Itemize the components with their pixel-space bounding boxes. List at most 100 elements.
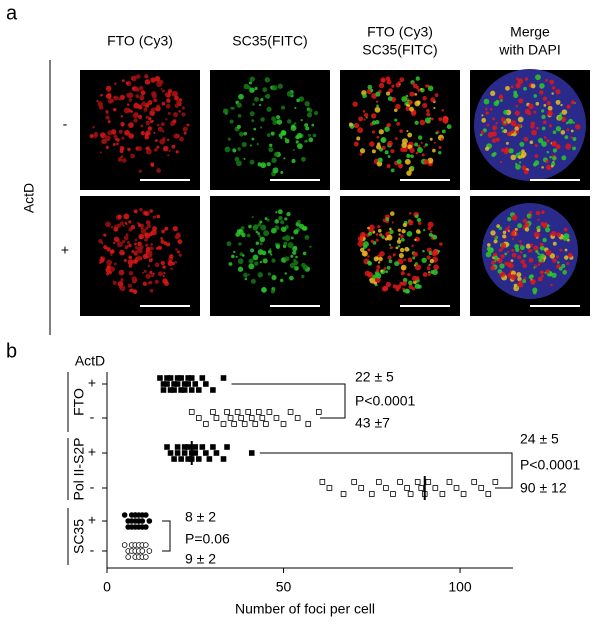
point <box>157 375 163 381</box>
focus <box>388 259 393 264</box>
focus <box>119 146 125 151</box>
focus <box>375 91 381 97</box>
focus <box>367 226 370 230</box>
focus <box>402 222 408 228</box>
focus <box>280 220 285 225</box>
focus <box>538 258 543 263</box>
focus <box>411 244 414 248</box>
focus <box>386 79 392 85</box>
focus <box>510 154 517 161</box>
focus <box>139 207 143 212</box>
focus <box>371 130 376 134</box>
focus <box>105 267 112 273</box>
focus <box>357 236 364 242</box>
focus <box>530 274 534 279</box>
focus <box>172 119 177 124</box>
focus <box>148 232 154 237</box>
focus <box>374 106 381 113</box>
focus <box>266 162 271 167</box>
focus <box>503 129 508 134</box>
focus <box>237 113 242 118</box>
x-tick-label: 50 <box>276 579 292 595</box>
focus <box>140 131 145 136</box>
focus <box>570 136 573 139</box>
focus <box>377 228 382 233</box>
focus <box>273 152 279 157</box>
focus <box>389 211 395 216</box>
focus <box>418 221 422 225</box>
focus <box>495 99 500 104</box>
focus <box>551 230 557 237</box>
focus <box>528 257 534 263</box>
focus <box>110 253 113 257</box>
focus <box>498 248 503 253</box>
focus <box>520 259 526 264</box>
point <box>199 444 206 450</box>
focus <box>533 266 536 269</box>
focus <box>529 243 533 247</box>
focus <box>390 149 395 154</box>
focus <box>441 129 446 134</box>
focus <box>411 287 416 291</box>
point <box>121 542 128 548</box>
focus <box>407 257 413 263</box>
focus <box>532 290 537 295</box>
point <box>203 381 209 387</box>
focus <box>313 111 319 116</box>
focus <box>541 114 546 120</box>
focus <box>361 250 368 257</box>
focus <box>438 145 442 150</box>
focus <box>154 279 159 284</box>
focus <box>101 138 107 145</box>
row-factor: ActD <box>21 183 37 213</box>
focus <box>555 99 561 105</box>
focus <box>300 156 306 162</box>
focus <box>417 135 423 140</box>
focus <box>398 163 403 169</box>
focus <box>266 133 271 137</box>
focus <box>414 142 419 147</box>
focus <box>411 81 415 85</box>
focus <box>501 130 505 133</box>
focus <box>160 237 164 240</box>
focus <box>425 84 429 88</box>
point <box>263 421 269 427</box>
focus <box>145 220 150 225</box>
focus <box>311 123 315 127</box>
focus <box>397 245 401 248</box>
focus <box>522 218 527 223</box>
focus <box>407 272 411 277</box>
focus <box>296 132 303 139</box>
focus <box>284 256 290 262</box>
focus <box>546 139 550 143</box>
focus <box>433 264 439 271</box>
focus <box>479 133 483 137</box>
focus <box>430 97 436 103</box>
focus <box>144 74 149 79</box>
focus <box>166 98 171 103</box>
focus <box>105 115 110 120</box>
focus <box>160 239 165 244</box>
focus <box>182 126 188 132</box>
focus <box>541 211 545 215</box>
focus <box>529 140 534 145</box>
focus <box>528 103 534 110</box>
focus <box>492 125 498 131</box>
focus <box>118 129 123 134</box>
focus <box>535 126 539 130</box>
focus <box>114 82 117 86</box>
point <box>478 485 485 491</box>
focus <box>539 242 544 247</box>
point <box>178 456 184 462</box>
focus <box>168 149 171 153</box>
focus <box>304 140 307 143</box>
focus <box>172 112 179 118</box>
focus <box>262 258 268 264</box>
focus <box>106 259 113 266</box>
focus <box>146 146 150 151</box>
focus <box>397 228 402 232</box>
focus <box>276 115 281 120</box>
focus <box>438 117 443 122</box>
focus <box>145 243 149 247</box>
focus <box>410 166 415 170</box>
